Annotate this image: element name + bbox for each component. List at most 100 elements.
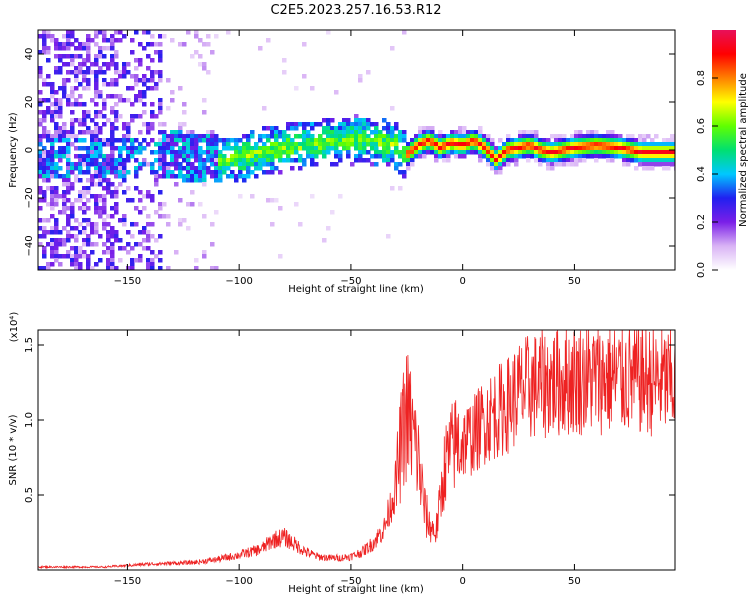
spectrogram-cell <box>38 98 43 103</box>
spectrogram-cell <box>646 158 651 163</box>
spectrogram-cell <box>134 138 139 143</box>
spectrogram-cell <box>386 142 391 147</box>
spectrogram-cell <box>402 150 407 155</box>
spectrogram-cell <box>58 138 63 143</box>
spectrogram-cell <box>62 202 67 207</box>
spectrogram-cell <box>654 162 659 167</box>
spectrogram-cell <box>282 138 287 143</box>
spectrogram-cell <box>374 130 379 135</box>
spectrogram-cell <box>222 146 227 151</box>
spectrogram-cell <box>574 146 579 151</box>
spectrogram-cell <box>594 134 599 139</box>
spectrogram-cell <box>606 134 611 139</box>
spectrogram-cell <box>78 42 83 47</box>
spectrogram-cell <box>150 266 155 270</box>
spectrogram-cell <box>66 102 71 107</box>
spectrogram-cell <box>122 214 127 219</box>
spectrogram-cell <box>102 102 107 107</box>
spectrogram-cell <box>94 170 99 175</box>
spectrogram-cell <box>46 174 51 179</box>
spectrogram-cell <box>234 154 239 159</box>
spectrogram-cell <box>538 142 543 147</box>
spectrogram-cell <box>66 254 71 259</box>
spectrogram-cell <box>94 86 99 91</box>
spectrogram-cell <box>102 30 107 35</box>
spectrogram-cell <box>250 150 255 155</box>
spectrogram-cell <box>562 134 567 139</box>
spectrogram-cell <box>102 178 107 183</box>
spectrogram-cell <box>530 134 535 139</box>
spectrogram-cell <box>138 42 143 47</box>
spectrogram-cell <box>86 254 91 259</box>
spectrogram-cell <box>206 146 211 151</box>
spectrogram-cell <box>122 66 127 71</box>
spectrogram-cell <box>386 138 391 143</box>
spectrogram-cell <box>54 150 59 155</box>
spectrogram-cell <box>114 50 119 55</box>
spectrogram-cell <box>338 142 343 147</box>
spectrogram-cell <box>634 142 639 147</box>
spectrogram-cell <box>194 170 199 175</box>
spectrogram-cell <box>54 102 59 107</box>
spectrogram-cell <box>178 218 183 223</box>
spectrogram-cell <box>46 134 51 139</box>
spectrogram-cell <box>654 158 659 163</box>
spectrogram-cell <box>58 242 63 247</box>
spectrogram-cell <box>374 138 379 143</box>
spectrogram-cell <box>538 138 543 143</box>
spectrogram-cell <box>390 154 395 159</box>
snr-x-label: Height of straight line (km) <box>288 584 424 595</box>
spectrogram-cell <box>90 266 95 270</box>
spectrogram-cell <box>474 146 479 151</box>
spectrogram-cell <box>618 154 623 159</box>
spectrogram-cell <box>46 138 51 143</box>
spectrogram-cell <box>482 146 487 151</box>
spectrogram-cell <box>94 42 99 47</box>
spectrogram-cell <box>110 158 115 163</box>
spectrogram-cell <box>470 138 475 143</box>
spectrogram-cell <box>122 126 127 131</box>
spectrogram-cell <box>394 166 399 171</box>
spectrogram-cell <box>70 134 75 139</box>
spectrogram-cell <box>442 138 447 143</box>
spectrogram-cell <box>246 158 251 163</box>
spectrogram-cell <box>158 122 163 127</box>
spectrogram-cell <box>54 202 59 207</box>
spectrogram-cell <box>42 230 47 235</box>
spectrogram-cell <box>286 142 291 147</box>
spectrogram-cell <box>422 130 427 135</box>
spectrogram-cell <box>466 146 471 151</box>
spectrogram-cell <box>90 226 95 231</box>
spectrogram-cell <box>98 138 103 143</box>
spectrogram-cell <box>102 142 107 147</box>
spectrogram-cell <box>118 114 123 119</box>
spectrogram-cell <box>534 138 539 143</box>
spectrogram-cell <box>74 102 79 107</box>
spectrogram-cell <box>546 158 551 163</box>
spectrogram-cell <box>186 170 191 175</box>
spectrogram-cell <box>130 222 135 227</box>
spectrogram-cell <box>454 146 459 151</box>
spectrogram-cell <box>154 70 159 75</box>
spectrogram-cell <box>98 126 103 131</box>
snr-panel: −150 −100 −50 0 500.51.01.5 Height of straig… <box>8 312 676 595</box>
spectrogram-cell <box>498 154 503 159</box>
spectrogram-cell <box>270 146 275 151</box>
spectrogram-cell <box>246 150 251 155</box>
spectrogram-cell <box>118 182 123 187</box>
spectrogram-cell <box>62 82 67 87</box>
spectrogram-cell <box>410 158 415 163</box>
spectrogram-cell <box>610 130 615 135</box>
spectrogram-cell <box>258 162 263 167</box>
spectrogram-cell <box>334 162 339 167</box>
spectrogram-cell <box>558 162 563 167</box>
spectrogram-cell <box>58 58 63 63</box>
spectrogram-cell <box>274 138 279 143</box>
spectrogram-cell <box>50 190 55 195</box>
spectrogram-cell <box>134 186 139 191</box>
spectrogram-cell <box>78 246 83 251</box>
spectrogram-cell <box>114 114 119 119</box>
spectrogram-cell <box>54 70 59 75</box>
spectrogram-cell <box>94 202 99 207</box>
spectrogram-cell <box>570 154 575 159</box>
